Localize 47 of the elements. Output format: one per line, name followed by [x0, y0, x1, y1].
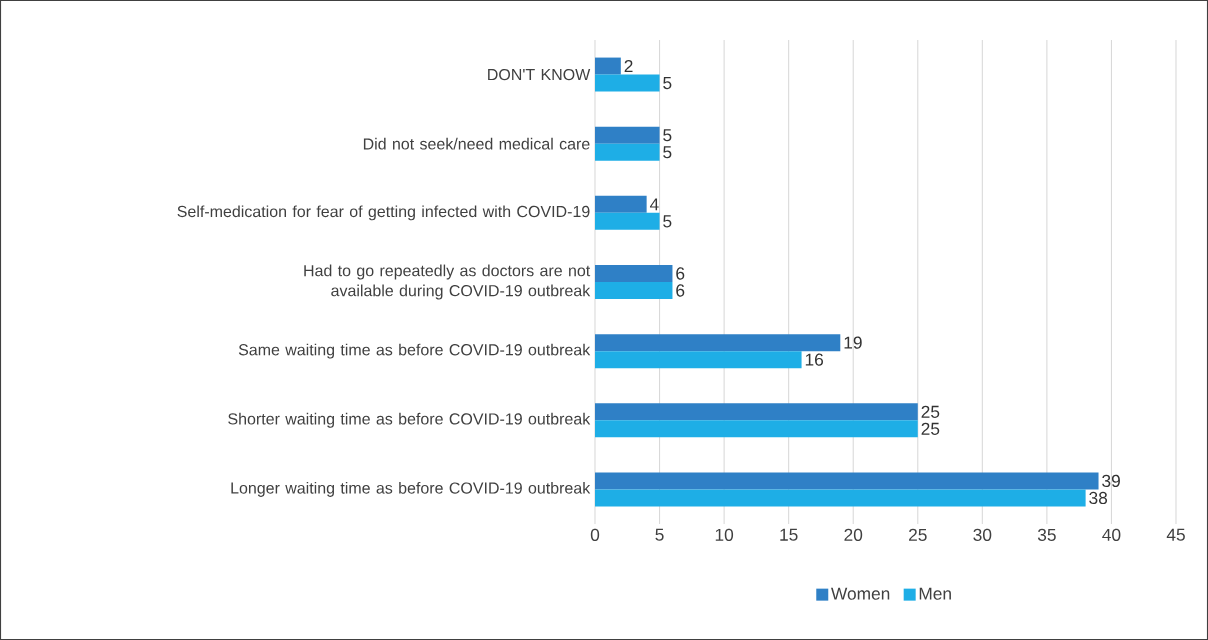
y-tick-label: Shorter waiting time as before COVID-19 outbreak: [228, 412, 591, 428]
y-tick-label: Had to go repeatedly as doctors are not available during COVID-19 outbreak: [304, 264, 591, 300]
bar: [595, 351, 802, 369]
bar: [595, 57, 621, 75]
x-tick-label: 0: [590, 528, 600, 541]
x-tick-label: 40: [1102, 528, 1121, 541]
data-label: 19: [844, 336, 862, 349]
y-tick-label: Self-medication for fear of getting infected with COVID-19: [177, 205, 590, 221]
x-tick-label: 30: [973, 528, 992, 541]
y-tick-label: Did not seek/need medical care: [363, 137, 590, 150]
bar: [595, 126, 660, 144]
bar: [595, 195, 647, 213]
bar: [595, 265, 673, 282]
data-label: 39: [1102, 474, 1120, 488]
data-label: 25: [921, 405, 940, 418]
data-label: 25: [921, 422, 940, 435]
x-tick-label: 35: [1037, 528, 1056, 541]
bar: [595, 334, 841, 352]
x-tick-label: 10: [715, 528, 734, 541]
bar: [595, 403, 918, 421]
x-tick-label: 25: [909, 528, 927, 541]
bar: [595, 472, 1099, 490]
x-tick-label: 15: [780, 528, 798, 541]
y-tick-label: DON'T KNOW: [488, 68, 591, 81]
data-label: 6: [676, 267, 685, 280]
legend-label: Men: [919, 587, 951, 600]
data-label: 16: [805, 353, 824, 366]
bar: [595, 143, 660, 161]
data-label: 5: [663, 146, 672, 159]
legend-label: Women: [831, 587, 890, 600]
data-label: 5: [663, 215, 672, 228]
data-label: 2: [624, 60, 633, 73]
y-tick-label: Same waiting time as before COVID-19 outbreak: [238, 343, 591, 359]
y-tick-label: Longer waiting time as before COVID-19 outbreak: [231, 481, 591, 497]
x-tick-label: 20: [844, 528, 863, 541]
data-label: 38: [1089, 491, 1108, 505]
bar: [595, 74, 660, 92]
bar: [595, 489, 1086, 507]
x-tick-label: 45: [1166, 528, 1185, 541]
x-tick-label: 5: [655, 528, 664, 541]
data-label: 6: [676, 284, 685, 297]
data-label: 4: [649, 198, 659, 211]
data-label: 5: [663, 129, 672, 142]
bar: [595, 212, 660, 230]
bar: [595, 420, 918, 438]
bar: [595, 282, 673, 300]
data-label: 5: [663, 77, 672, 90]
